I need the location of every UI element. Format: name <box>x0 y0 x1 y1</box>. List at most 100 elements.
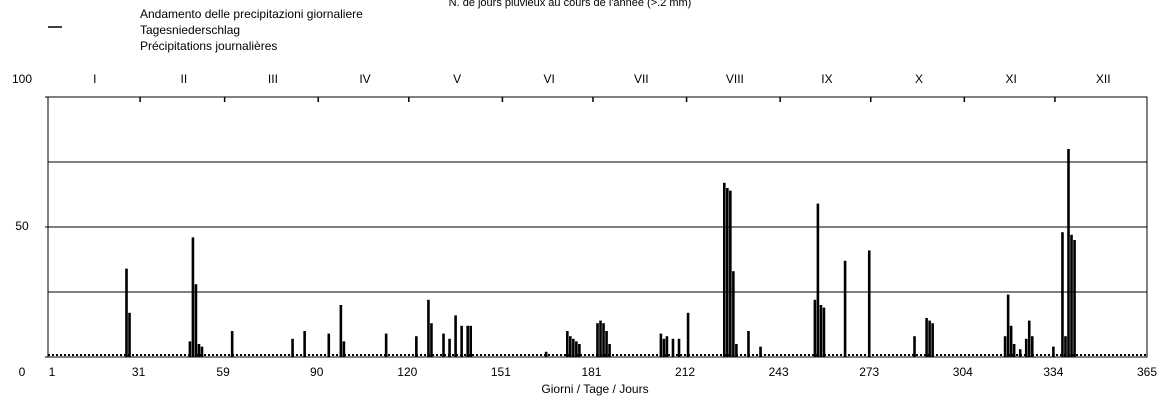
bar <box>747 331 750 357</box>
bar <box>327 333 331 357</box>
x-tick-label: 273 <box>859 365 879 379</box>
x-tick-label: 59 <box>216 365 230 379</box>
x-tick-label: 243 <box>769 365 789 379</box>
bar <box>1018 349 1022 357</box>
y-tick-label: 50 <box>15 219 29 233</box>
bar <box>659 333 663 357</box>
bar <box>342 341 346 357</box>
month-label: VIII <box>726 72 744 86</box>
bar <box>1012 344 1016 357</box>
bar <box>596 323 599 357</box>
month-label: VII <box>634 72 649 86</box>
bar <box>1070 234 1073 357</box>
bar <box>723 182 726 357</box>
x-tick-label: 365 <box>1137 365 1157 379</box>
bar <box>1003 336 1007 357</box>
legend-text: Tagesniederschlag <box>140 23 240 37</box>
legend-text: Andamento delle precipitazioni giornalie… <box>140 7 363 21</box>
bar <box>442 333 445 357</box>
month-label: IX <box>821 72 832 86</box>
bar <box>729 190 732 357</box>
x-tick-label: 90 <box>310 365 324 379</box>
bar <box>759 346 762 357</box>
bar <box>931 323 934 357</box>
bar <box>1067 149 1070 357</box>
bar <box>291 338 294 357</box>
bar <box>662 338 666 357</box>
bar <box>469 325 472 357</box>
bar <box>1024 338 1028 357</box>
month-label: XII <box>1096 72 1111 86</box>
bar <box>735 344 738 357</box>
bar <box>726 188 729 357</box>
bar <box>732 271 735 357</box>
y-tick-label: 100 <box>12 72 32 86</box>
bar <box>544 351 548 357</box>
bar <box>1027 320 1031 357</box>
bar <box>1064 336 1067 357</box>
bar <box>430 323 433 357</box>
bar <box>925 318 928 357</box>
x-axis-label: Giorni / Tage / Jours <box>541 382 648 396</box>
bar <box>671 338 675 357</box>
bar <box>197 344 201 357</box>
chart-title: N. de jours pluvieux au cours de l'année… <box>449 0 692 9</box>
bar <box>819 305 823 357</box>
bar <box>466 325 469 357</box>
month-label: I <box>93 72 96 86</box>
month-label: XI <box>1005 72 1016 86</box>
bar <box>230 331 234 357</box>
bar <box>816 203 820 357</box>
month-label: II <box>181 72 188 86</box>
month-label: IV <box>359 72 370 86</box>
bar <box>128 312 131 357</box>
bar <box>1052 346 1055 357</box>
bar <box>822 307 826 357</box>
x-tick-label: 181 <box>581 365 601 379</box>
bar <box>843 260 847 357</box>
legend-text: Précipitations journalières <box>140 39 277 53</box>
bar <box>928 320 931 357</box>
bar <box>813 299 817 357</box>
month-label: X <box>915 72 923 86</box>
bar <box>188 341 192 357</box>
bar <box>913 336 916 357</box>
bar <box>194 284 198 357</box>
bar <box>686 312 690 357</box>
bar <box>605 331 608 357</box>
x-tick-label: 1 <box>49 365 56 379</box>
bar <box>566 331 569 357</box>
month-label: V <box>453 72 461 86</box>
x-tick-label: 151 <box>491 365 511 379</box>
bar <box>578 344 581 357</box>
bar <box>1006 294 1010 357</box>
bar <box>572 338 575 357</box>
bar <box>665 336 669 357</box>
bar <box>427 299 430 357</box>
bar <box>191 237 195 357</box>
bar <box>575 341 578 357</box>
bar <box>125 268 128 357</box>
bar <box>602 323 605 357</box>
bar <box>454 315 457 357</box>
x-tick-label: 31 <box>132 365 146 379</box>
x-tick-label: 304 <box>953 365 973 379</box>
bar <box>415 336 418 357</box>
bar <box>384 333 388 357</box>
bar <box>1073 240 1076 357</box>
bar <box>599 320 602 357</box>
bar <box>677 338 681 357</box>
bar <box>460 325 463 357</box>
bar <box>608 344 611 357</box>
bar <box>1030 336 1034 357</box>
x-tick-label: 212 <box>675 365 695 379</box>
bar <box>1009 325 1013 357</box>
bar <box>200 346 204 357</box>
bar <box>569 336 572 357</box>
x-tick-label: 334 <box>1043 365 1063 379</box>
bar <box>448 338 451 357</box>
month-label: III <box>268 72 278 86</box>
bar <box>1061 232 1064 357</box>
y-tick-label: 0 <box>19 365 26 379</box>
